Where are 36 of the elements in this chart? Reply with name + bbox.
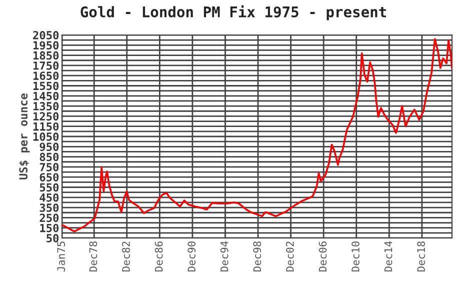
y-tick-label: 1250 — [33, 112, 59, 121]
x-tick-label: Dec78 — [89, 241, 98, 272]
x-tick-label: Dec14 — [384, 241, 392, 272]
x-tick-label: Dec94 — [220, 241, 228, 272]
y-tick-label: 850 — [40, 152, 59, 162]
x-tick-label: Dec10 — [352, 241, 360, 272]
y-tick-label: 50 — [46, 234, 59, 242]
chart-title: Gold - London PM Fix 1975 - present — [80, 5, 386, 20]
x-tick-label: Dec82 — [122, 242, 130, 272]
y-tick-label: 150 — [40, 224, 59, 232]
y-tick-label: 1750 — [33, 61, 59, 70]
y-tick-label: 1050 — [33, 132, 59, 141]
y-tick-label: 1150 — [33, 122, 59, 131]
y-tick-label: 950 — [40, 142, 59, 152]
y-tick-label: 1650 — [33, 72, 59, 80]
y-tick-label: 1850 — [33, 51, 59, 60]
x-tick-label: Dec86 — [154, 241, 163, 272]
y-tick-label: 2050 — [33, 30, 59, 40]
y-tick-label: 1950 — [33, 41, 59, 50]
y-axis-title: US$ per ounce — [18, 93, 30, 180]
line-series — [62, 38, 452, 232]
x-tick-label: Dec18 — [417, 241, 425, 272]
y-tick-label: 650 — [40, 173, 59, 182]
x-tick-label: Jan75 — [57, 242, 66, 272]
x-tick-label: Dec90 — [188, 241, 196, 272]
y-tick-label: 350 — [40, 204, 59, 212]
y-tick-label: 750 — [40, 162, 59, 172]
y-tick-label: 250 — [40, 214, 59, 222]
y-tick-label: 1550 — [33, 82, 59, 90]
y-tick-label: 450 — [40, 193, 59, 202]
y-tick-label: 1450 — [33, 92, 59, 100]
x-tick-label: Dec06 — [318, 241, 327, 272]
y-tick-label: 1350 — [33, 102, 59, 110]
x-tick-label: Dec98 — [253, 241, 262, 272]
y-tick-label: 550 — [40, 183, 59, 192]
x-tick-label: Dec02 — [286, 242, 294, 272]
